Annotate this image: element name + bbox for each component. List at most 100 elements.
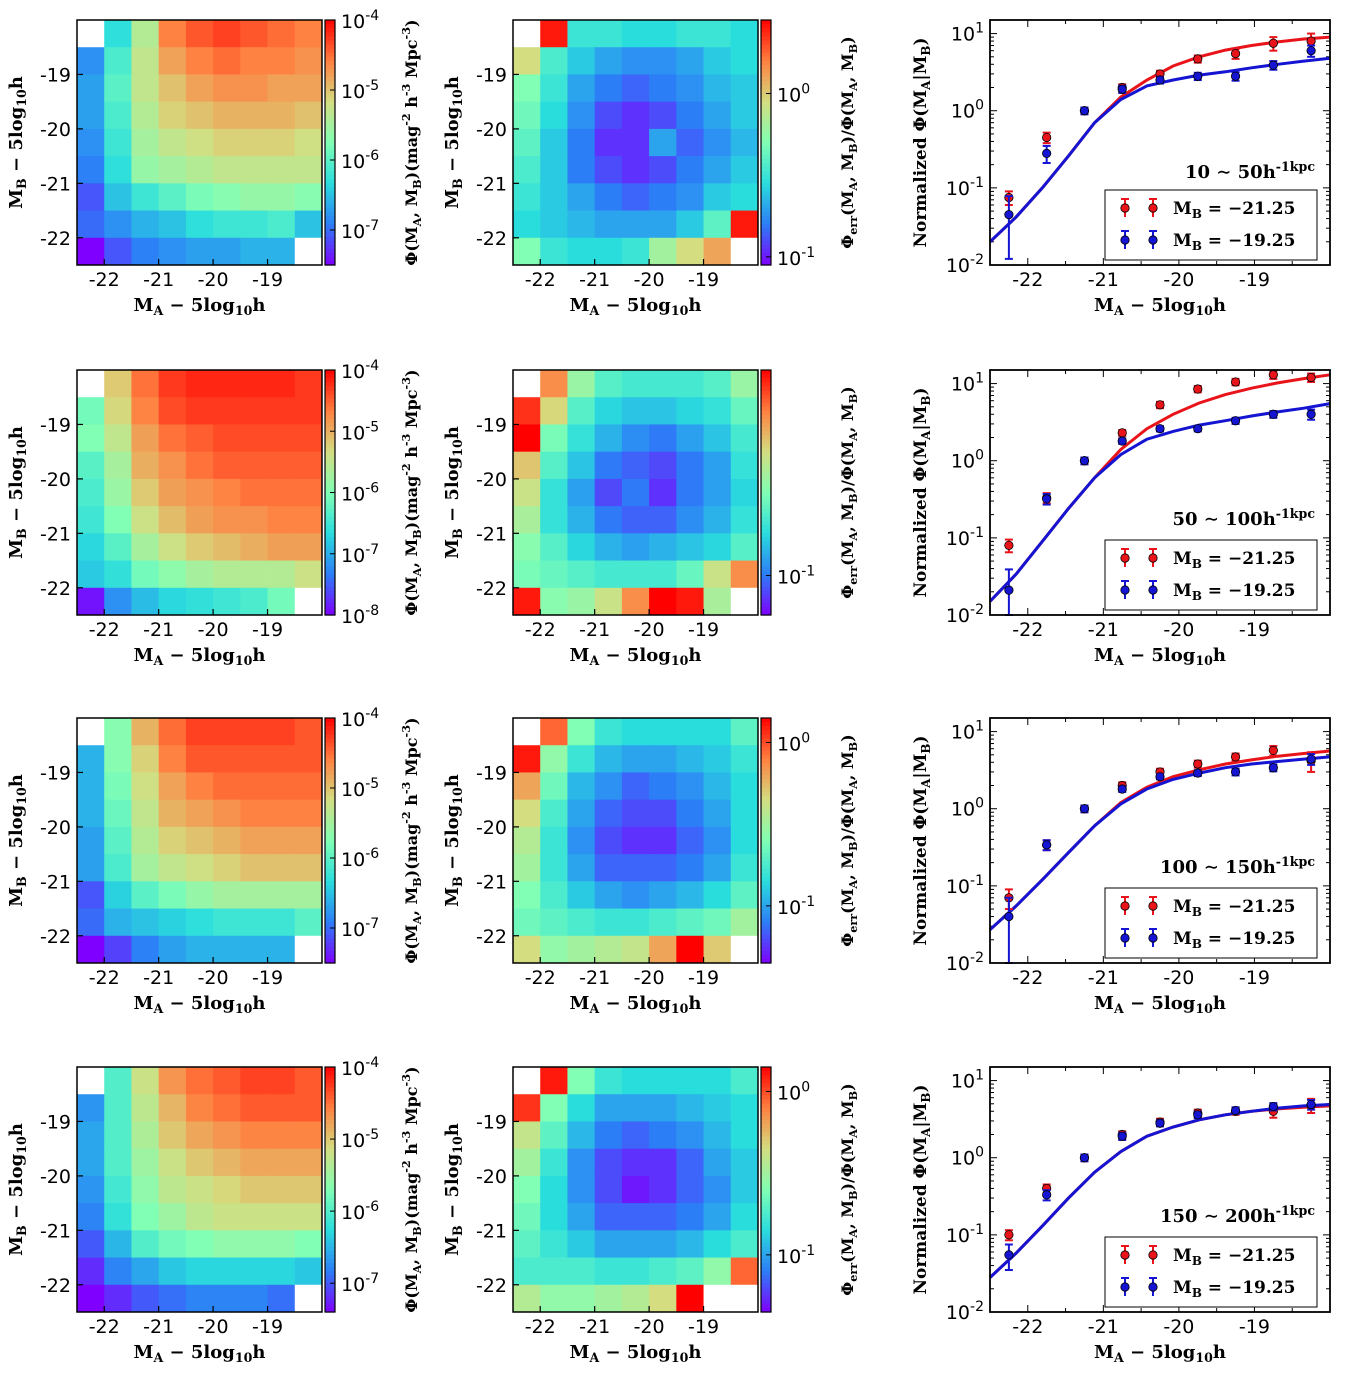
heatmap-cell bbox=[158, 1175, 187, 1204]
heatmap-cell bbox=[294, 210, 323, 239]
x-axis-label: MA​ − 5log10​h bbox=[1094, 645, 1226, 668]
heatmap-cell bbox=[294, 370, 323, 398]
heatmap-cell bbox=[649, 1230, 677, 1258]
heatmap-cell bbox=[594, 1121, 623, 1150]
colorbar-segment bbox=[761, 183, 771, 189]
colorbar-segment bbox=[325, 32, 335, 37]
heatmap-cell bbox=[77, 745, 105, 773]
colorbar-segment bbox=[325, 775, 335, 780]
heatmap-panel-err-1: -22 -21 -20 -19 -22 -21 -20 -19 MA​ − 5log10​h MB… bbox=[442, 369, 860, 668]
x-tick-label: -19 bbox=[1239, 269, 1270, 291]
heatmap-cell bbox=[240, 478, 268, 507]
heatmap-cell bbox=[649, 1175, 677, 1204]
heatmap-cell bbox=[567, 156, 596, 184]
heatmap-cell bbox=[730, 210, 759, 239]
heatmap-cell bbox=[540, 799, 568, 828]
heatmap-cell bbox=[267, 1257, 296, 1286]
colorbar-segment bbox=[325, 85, 335, 91]
heatmap-cell bbox=[294, 478, 323, 507]
colorbar-segment bbox=[761, 463, 771, 469]
heatmap-cell bbox=[594, 533, 623, 561]
colorbar-segment bbox=[761, 816, 771, 821]
heatmap-cell bbox=[185, 237, 214, 266]
colorbar-segment bbox=[761, 260, 771, 266]
colorbar-segment bbox=[761, 1099, 771, 1105]
heatmap-cell bbox=[158, 1203, 187, 1231]
colorbar-segment bbox=[761, 476, 771, 481]
x-axis-label: MA​ − 5log10​h bbox=[134, 993, 266, 1016]
colorbar-segment bbox=[325, 570, 335, 575]
heatmap-cell bbox=[730, 1121, 759, 1150]
heatmap-cell bbox=[131, 478, 160, 507]
heatmap-cell bbox=[240, 237, 268, 266]
colorbar-segment bbox=[325, 1185, 335, 1191]
colorbar-segment bbox=[761, 1136, 771, 1142]
heatmap-cell bbox=[540, 745, 568, 773]
heatmap-cell bbox=[185, 74, 214, 103]
data-point bbox=[1155, 1118, 1165, 1128]
colorbar-segment bbox=[761, 130, 771, 135]
y-tick-label: -22 bbox=[40, 228, 71, 250]
colorbar-segment bbox=[325, 390, 335, 396]
colorbar-segment bbox=[325, 541, 335, 547]
colorbar-segment bbox=[325, 439, 335, 445]
heatmap-cell bbox=[185, 533, 214, 561]
colorbar-segment bbox=[761, 105, 771, 111]
distance-annotation: 10 ∼ 50h-1kpc​ bbox=[1185, 159, 1315, 183]
colorbar-segment bbox=[325, 20, 335, 25]
heatmap-cell bbox=[213, 20, 241, 48]
colorbar-label: Φ(MA​, MB​)(mag-2​ h-3​ Mpc-3​) bbox=[399, 19, 424, 265]
heatmap-cell bbox=[131, 587, 160, 616]
series-points-blue bbox=[1004, 1099, 1316, 1272]
heatmap-cell bbox=[294, 881, 323, 909]
y-axis-label: MB​ − 5log10​h bbox=[6, 774, 29, 907]
colorbar-segment bbox=[761, 791, 771, 797]
colorbar-segment bbox=[761, 1230, 771, 1236]
heatmap-cell bbox=[540, 451, 568, 480]
colorbar-segment bbox=[325, 1091, 335, 1097]
heatmap-cell bbox=[104, 74, 132, 103]
heatmap-cell bbox=[77, 370, 105, 398]
colorbar-segment bbox=[761, 1279, 771, 1285]
colorbar-frame bbox=[760, 369, 772, 616]
heatmap-cell bbox=[594, 935, 623, 964]
legend-label-red: MB​ = −21.25 bbox=[1173, 549, 1295, 571]
data-point bbox=[1117, 1131, 1127, 1141]
heatmap-cell bbox=[185, 1148, 214, 1177]
colorbar-segment bbox=[761, 889, 771, 895]
colorbar-segment bbox=[761, 610, 771, 616]
heatmap-cell bbox=[294, 935, 323, 964]
heatmap-cell bbox=[131, 101, 160, 130]
colorbar-segment bbox=[325, 828, 335, 833]
colorbar-segment bbox=[761, 20, 771, 25]
colorbar-segment bbox=[325, 860, 335, 866]
heatmap-cell bbox=[649, 799, 677, 828]
heatmap-cell bbox=[294, 424, 323, 453]
heatmap-cell bbox=[730, 370, 759, 398]
heatmap-cell bbox=[185, 156, 214, 184]
colorbar-segment bbox=[325, 126, 335, 131]
colorbar: 10-4 10-5 10-6 10-7 10-8 Φ(MA​, MB​)(mag-2​ h… bbox=[324, 358, 424, 628]
heatmap-cell bbox=[567, 587, 596, 616]
heatmap-cell bbox=[213, 826, 241, 855]
heatmap-cell bbox=[185, 826, 214, 855]
colorbar-segment bbox=[325, 1238, 335, 1244]
legend-marker bbox=[1120, 553, 1130, 563]
heatmap-cell bbox=[104, 935, 132, 964]
colorbar-segment bbox=[325, 394, 335, 400]
heatmap-cell bbox=[294, 128, 323, 157]
heatmap-cell bbox=[185, 424, 214, 453]
heatmap-cell bbox=[294, 74, 323, 103]
colorbar-segment bbox=[325, 187, 335, 193]
heatmap-cell bbox=[730, 718, 759, 746]
heatmap-cell bbox=[567, 1284, 596, 1313]
heatmap-cell bbox=[540, 101, 568, 130]
heatmap-cell bbox=[213, 506, 241, 534]
colorbar-segment bbox=[761, 545, 771, 551]
heatmap-cell bbox=[513, 1148, 541, 1177]
heatmap-cell bbox=[267, 1203, 296, 1231]
heatmap-cell bbox=[77, 881, 105, 909]
heatmap-cell bbox=[513, 210, 541, 239]
heatmap-cell bbox=[104, 908, 132, 937]
colorbar-segment bbox=[325, 722, 335, 727]
